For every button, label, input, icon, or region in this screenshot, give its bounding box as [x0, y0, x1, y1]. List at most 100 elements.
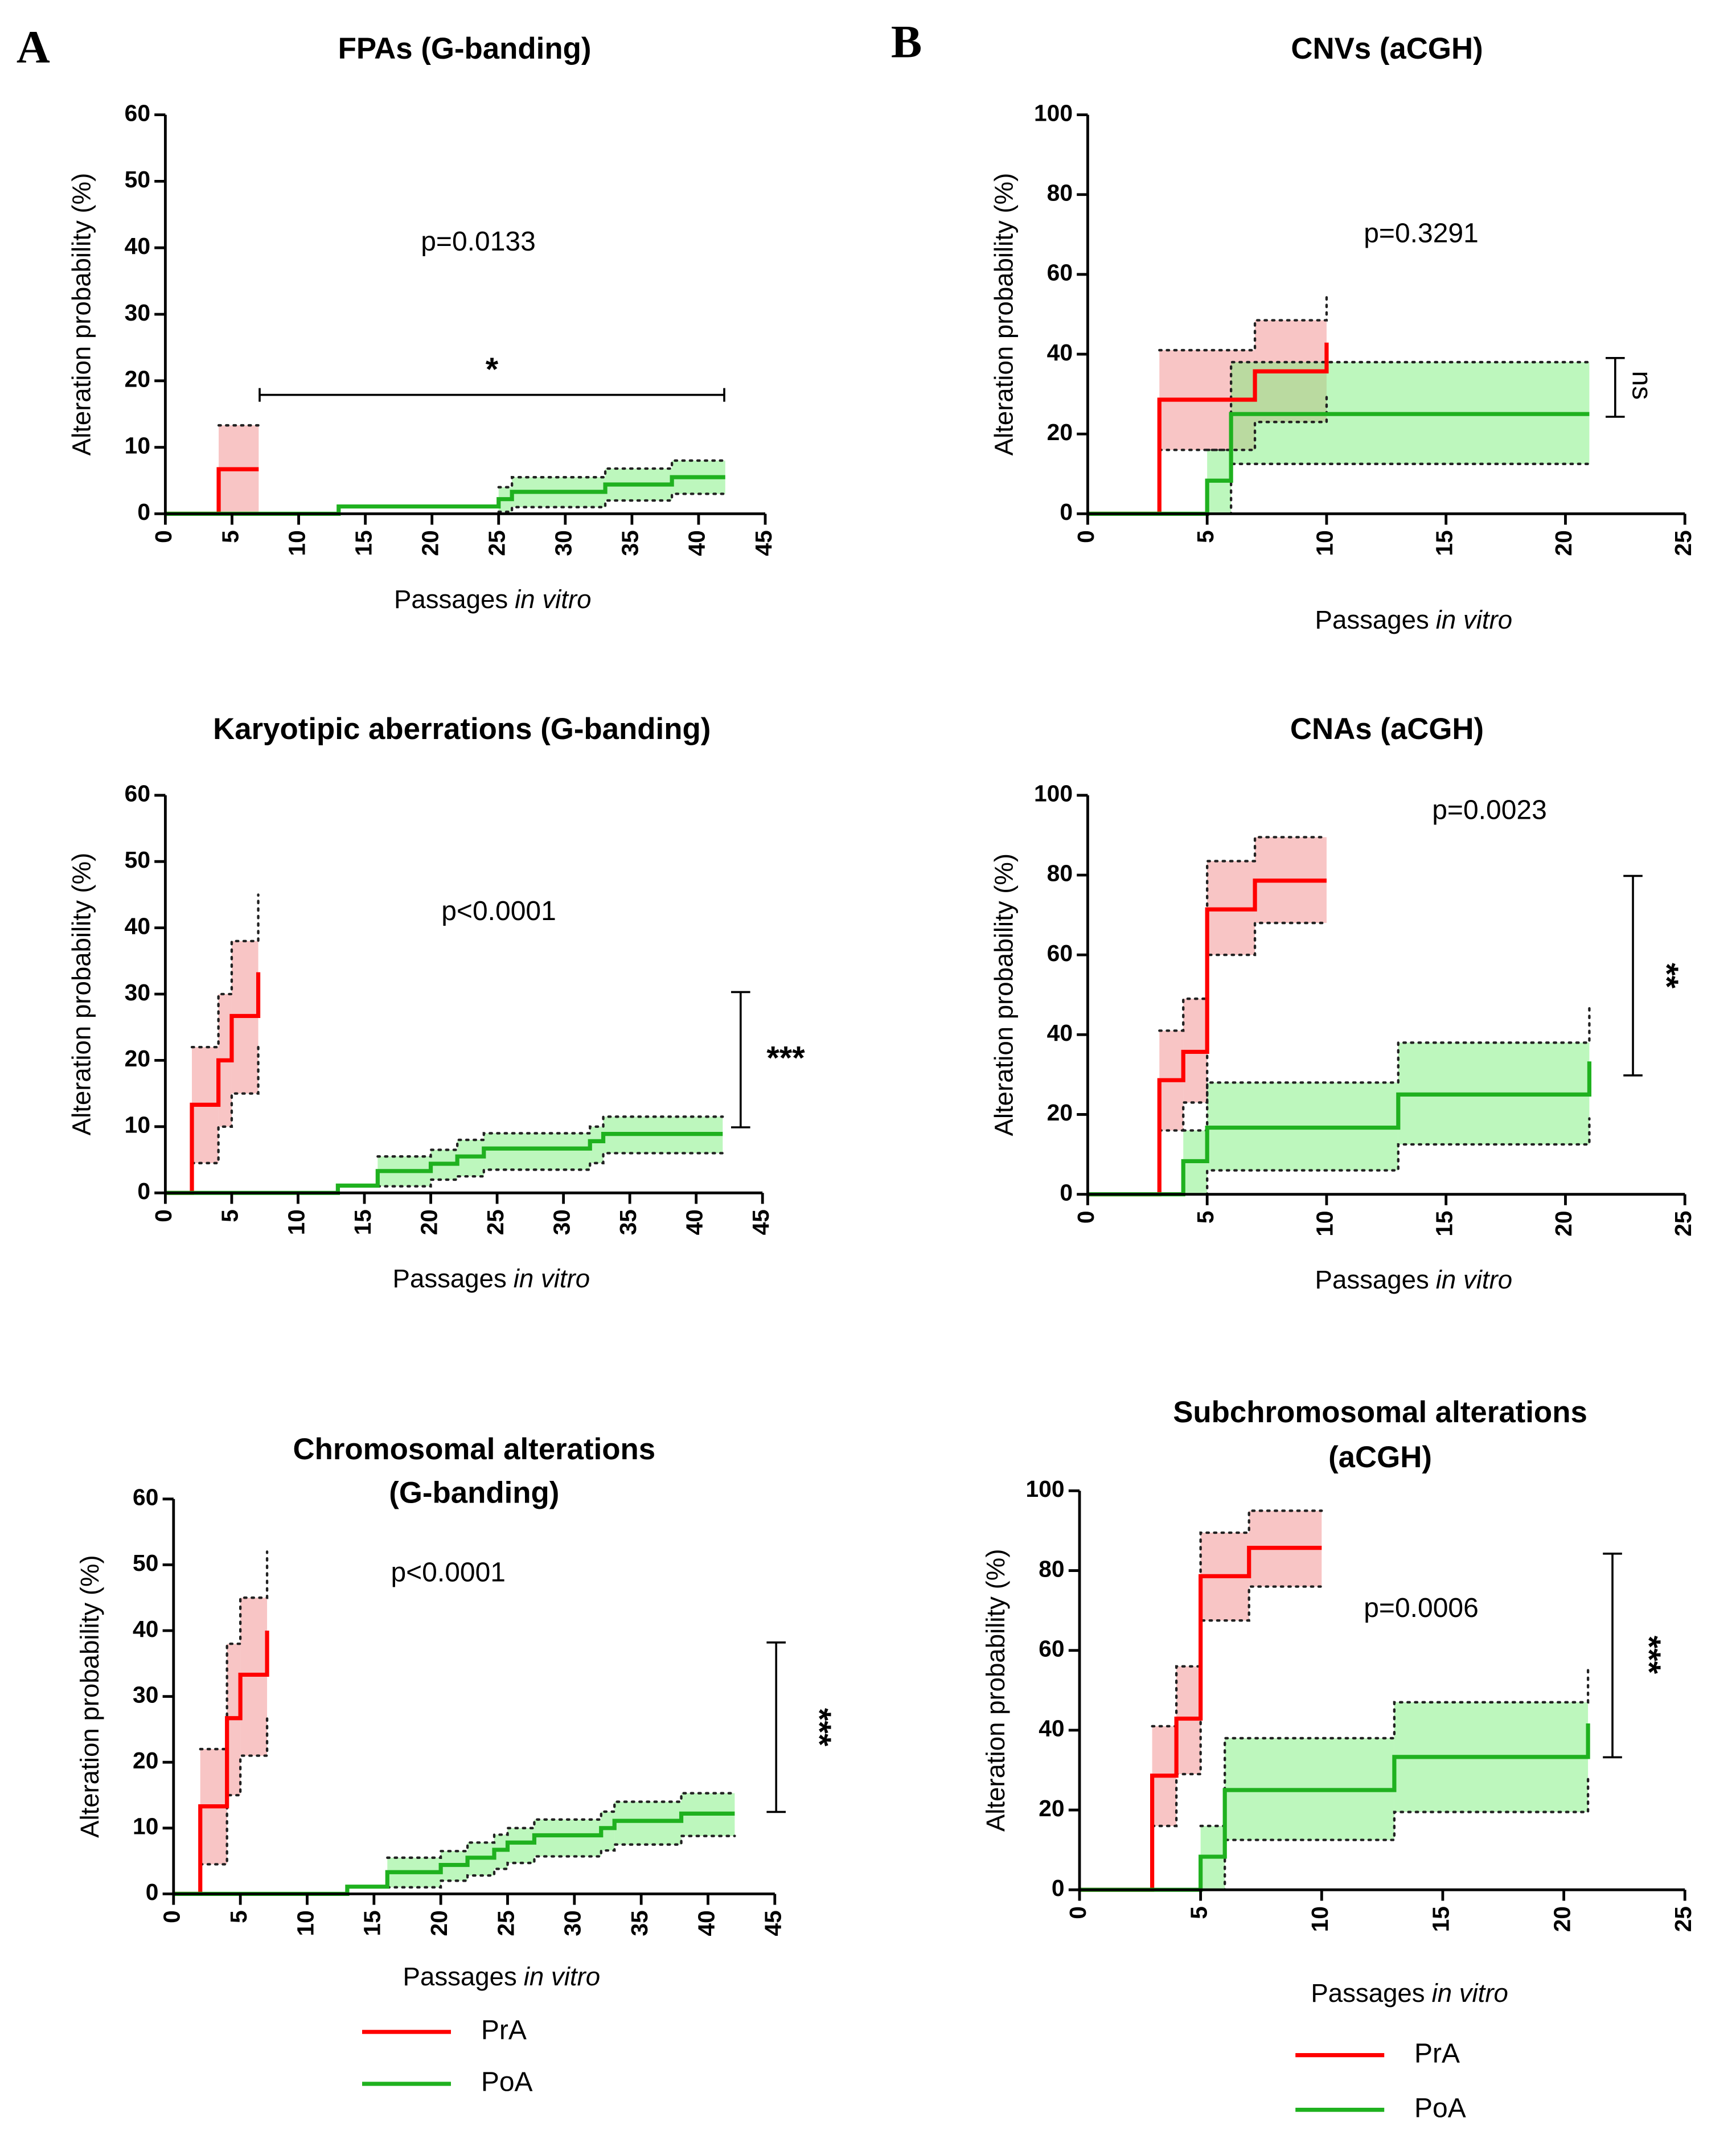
- y-tick-label: 20: [125, 366, 150, 392]
- survival-line: [165, 475, 725, 516]
- y-tick-label: 10: [125, 432, 150, 458]
- x-tick-label: 0: [1073, 530, 1099, 543]
- confidence-band: [534, 1819, 601, 1857]
- x-axis-label-text: Passages: [1311, 1979, 1425, 2008]
- y-tick-label: 40: [125, 913, 150, 939]
- y-axis-label: Alteration probability (%): [75, 1555, 104, 1838]
- y-tick-label: 10: [133, 1813, 158, 1840]
- x-axis-label-text: Passages: [403, 1962, 517, 1991]
- confidence-limit: [190, 1045, 260, 1164]
- confidence-band: [507, 1828, 535, 1863]
- x-axis-label-italic: in vitro: [514, 1264, 590, 1293]
- x-tick-label: 25: [1670, 530, 1696, 556]
- y-tick-label: 40: [1047, 1020, 1073, 1046]
- x-tick-label: 35: [617, 530, 643, 556]
- p-value: p<0.0001: [441, 896, 556, 926]
- survival-line: [1087, 1061, 1592, 1197]
- x-axis-label: Passages in vitro: [394, 585, 592, 614]
- y-tick-label: 60: [125, 100, 150, 126]
- x-tick-label: 15: [1431, 1210, 1457, 1236]
- confidence-limit: [199, 1715, 269, 1866]
- x-tick-label: 35: [615, 1209, 641, 1235]
- panel-label: B: [891, 15, 922, 67]
- x-axis-label-text: Passages: [1315, 605, 1429, 634]
- x-tick-label: 25: [484, 530, 510, 556]
- x-axis-label: Passages in vitro: [1311, 1979, 1508, 2008]
- p-value: p=0.0133: [421, 227, 536, 257]
- survival-line: [1080, 1546, 1322, 1892]
- survival-line: [1087, 879, 1327, 1197]
- confidence-band: [483, 1133, 590, 1170]
- x-axis-label: Passages in vitro: [1315, 605, 1513, 634]
- x-tick-label: 25: [1670, 1210, 1696, 1236]
- confidence-limit: [190, 893, 260, 1049]
- y-tick-label: 60: [133, 1484, 158, 1510]
- x-tick-label: 5: [1192, 1210, 1218, 1224]
- x-tick-label: 40: [684, 530, 710, 556]
- y-tick-label: 0: [1052, 1875, 1065, 1901]
- y-tick-label: 20: [133, 1747, 158, 1774]
- x-tick-label: 0: [1073, 1210, 1099, 1224]
- x-axis-label-italic: in vitro: [1432, 1979, 1508, 2008]
- x-axis-label-text: Passages: [393, 1264, 507, 1293]
- x-tick-label: 40: [681, 1209, 707, 1235]
- y-tick-label: 30: [125, 979, 150, 1005]
- y-tick-label: 20: [1047, 419, 1073, 445]
- x-axis-label-text: Passages: [1315, 1265, 1429, 1294]
- y-tick-label: 60: [1047, 940, 1073, 966]
- x-tick-label: 45: [750, 530, 777, 556]
- legend-label: PrA: [1414, 2038, 1460, 2068]
- x-tick-label: 20: [426, 1910, 452, 1936]
- legend-label: PoA: [481, 2067, 533, 2097]
- y-tick-label: 100: [1026, 1476, 1065, 1502]
- legend-label: PoA: [1414, 2093, 1466, 2123]
- y-tick-label: 40: [1047, 339, 1073, 366]
- chart-title: FPAs (G-banding): [338, 32, 592, 65]
- confidence-limit: [1158, 293, 1328, 352]
- y-tick-label: 40: [125, 233, 150, 259]
- y-tick-label: 0: [1060, 499, 1073, 525]
- chart-title: Chromosomal alterations: [293, 1432, 655, 1466]
- y-axis-label: Alteration probability (%): [989, 173, 1018, 456]
- x-axis-label: Passages in vitro: [1315, 1265, 1513, 1294]
- significance-label: ***: [1631, 1636, 1667, 1674]
- y-tick-label: 80: [1039, 1555, 1064, 1582]
- chart-title: Karyotipic aberrations (G-banding): [213, 712, 711, 746]
- x-tick-label: 10: [292, 1910, 318, 1936]
- x-tick-label: 30: [551, 530, 577, 556]
- y-tick-label: 80: [1047, 180, 1073, 206]
- x-axis-label-italic: in vitro: [1436, 1265, 1512, 1294]
- x-tick-label: 40: [693, 1910, 719, 1936]
- significance-label: **: [1648, 963, 1685, 988]
- x-tick-label: 15: [359, 1910, 385, 1936]
- x-tick-label: 15: [1428, 1906, 1454, 1932]
- y-tick-label: 0: [1060, 1179, 1073, 1205]
- x-tick-label: 20: [416, 1209, 442, 1235]
- x-axis-label-italic: in vitro: [1436, 605, 1512, 634]
- y-tick-label: 50: [125, 847, 150, 873]
- x-axis-label: Passages in vitro: [403, 1962, 601, 1991]
- chart-title: (aCGH): [1328, 1440, 1432, 1474]
- survival-line: [165, 1132, 723, 1195]
- confidence-band: [614, 1801, 682, 1845]
- x-tick-label: 10: [284, 530, 310, 556]
- x-tick-label: 45: [748, 1209, 774, 1235]
- y-tick-label: 60: [125, 781, 150, 807]
- x-axis-label: Passages in vitro: [393, 1264, 590, 1293]
- x-tick-label: 20: [1550, 530, 1577, 556]
- x-tick-label: 30: [560, 1910, 586, 1936]
- confidence-limit: [1151, 1585, 1323, 1828]
- chart-title: (G-banding): [389, 1476, 559, 1510]
- y-tick-label: 100: [1034, 781, 1073, 807]
- x-tick-label: 10: [1312, 530, 1338, 556]
- x-tick-label: 20: [417, 530, 443, 556]
- x-axis-label-italic: in vitro: [524, 1962, 600, 1991]
- y-tick-label: 50: [133, 1550, 158, 1576]
- p-value: p=0.0023: [1432, 795, 1547, 825]
- y-tick-label: 60: [1039, 1636, 1064, 1662]
- x-tick-label: 10: [1307, 1906, 1333, 1932]
- significance-label: ***: [766, 1040, 805, 1077]
- y-axis-label: Alteration probability (%): [67, 173, 96, 456]
